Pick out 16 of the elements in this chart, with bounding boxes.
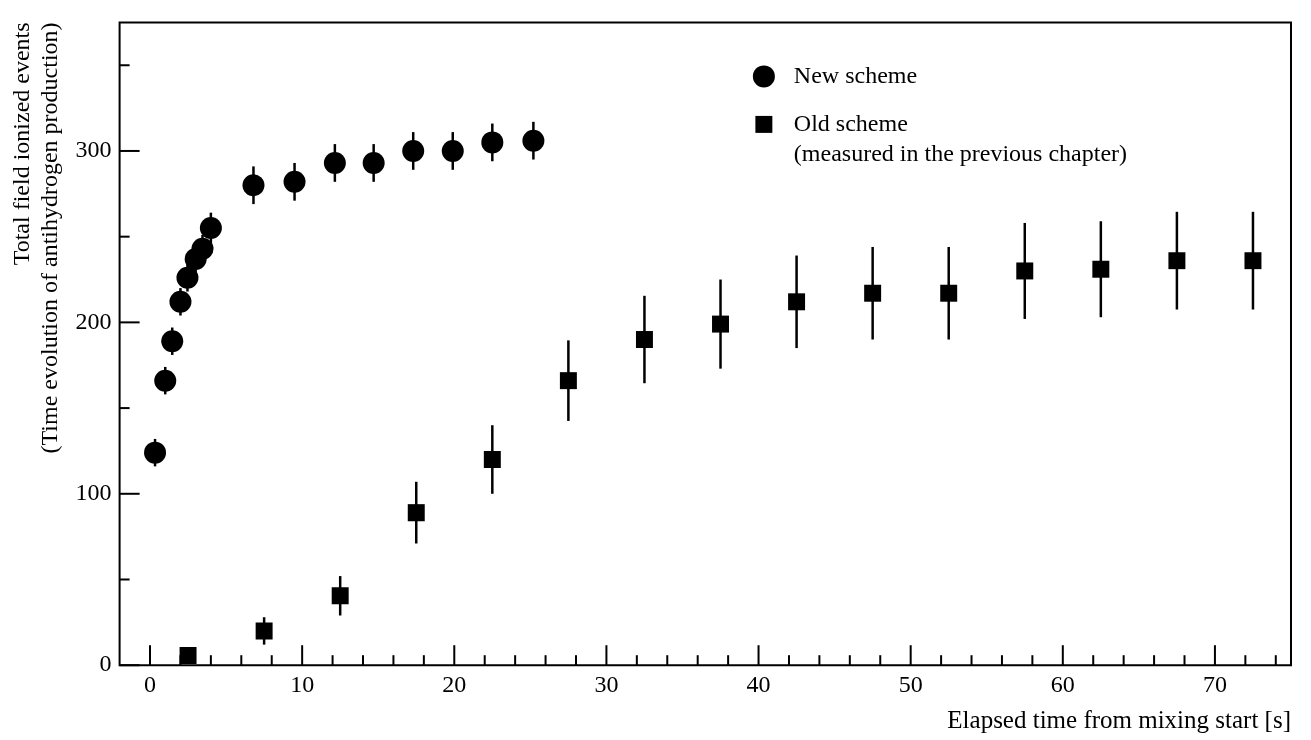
x-tick-label: 70 (1202, 670, 1227, 697)
y-tick-label: 200 (75, 307, 112, 334)
x-tick-label: 20 (442, 670, 467, 697)
legend-label: New scheme (793, 61, 918, 88)
x-tick-label: 0 (144, 670, 157, 697)
y-tick-label: 300 (75, 136, 112, 163)
x-tick-label: 60 (1050, 670, 1075, 697)
y-tick-label: 0 (99, 650, 112, 677)
x-tick-label: 50 (898, 670, 923, 697)
x-tick-label: 10 (290, 670, 315, 697)
legend-label: Old scheme (measured in the previous chapter) (793, 109, 1128, 166)
x-axis-title: Elapsed time from mixing start [s] (947, 705, 1291, 733)
x-tick-label: 30 (594, 670, 619, 697)
x-tick-label: 40 (746, 670, 771, 697)
y-axis-title: Total field ionized events (Time evolution of antihydrogen production) (7, 22, 63, 454)
y-tick-label: 100 (75, 479, 112, 506)
